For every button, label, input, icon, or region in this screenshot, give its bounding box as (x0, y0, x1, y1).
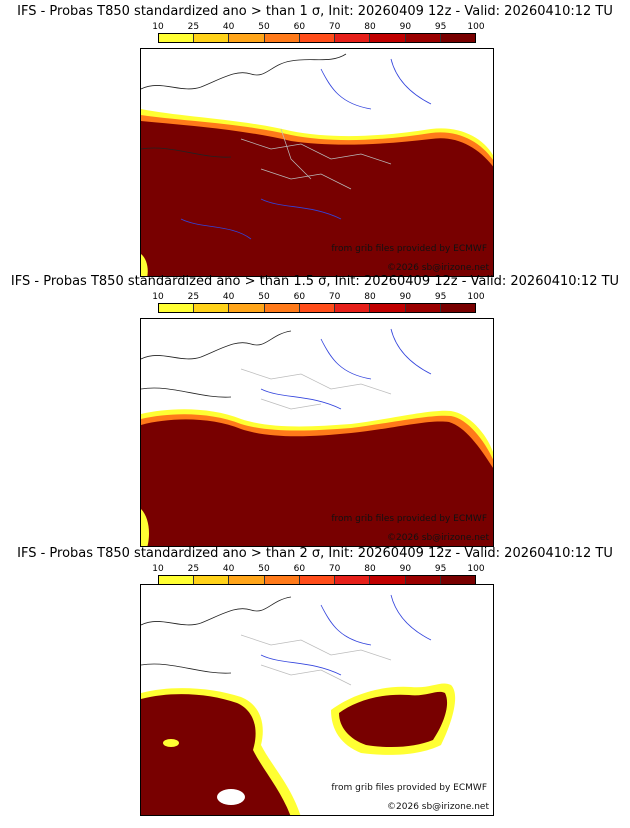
colorbar-segment (335, 304, 371, 312)
coastline (141, 330, 292, 398)
colorbar-tick-label: 100 (467, 292, 485, 302)
coastline (141, 596, 292, 674)
colorbar-tick-label: 25 (187, 564, 200, 574)
prob-shading-high (141, 419, 493, 546)
river (260, 328, 432, 410)
colorbar-tick-label: 90 (399, 564, 412, 574)
colorbar-tick-label: 90 (399, 292, 412, 302)
colorbar-tick-label: 90 (399, 22, 412, 32)
admin-borders (240, 634, 392, 686)
map-svg (141, 319, 493, 546)
colorbar-segment (194, 304, 230, 312)
colorbar-tick-label: 95 (434, 292, 447, 302)
colorbar-tick-label: 40 (222, 292, 235, 302)
colorbar-segment (405, 576, 441, 584)
copyright-credit: ©2026 sb@irizone.net (387, 533, 489, 543)
colorbar-tick-label: 60 (293, 22, 306, 32)
colorbar-segment (264, 576, 300, 584)
colorbar-segment (299, 576, 336, 584)
colorbar-tick-label: 100 (467, 22, 485, 32)
colorbar-segment (159, 576, 195, 584)
colorbar-segment (194, 34, 230, 42)
colorbar-segment (159, 304, 195, 312)
colorbar-segment (405, 304, 441, 312)
colorbar-tick-label: 10 (152, 564, 164, 574)
colorbar-segment (370, 304, 406, 312)
colorbar-segment (264, 304, 300, 312)
colorbar-tick-label: 100 (467, 564, 485, 574)
data-source-credit: from grib files provided by ECMWF (331, 244, 487, 254)
colorbar (158, 33, 476, 43)
colorbar-segment (335, 34, 371, 42)
colorbar-tick-label: 50 (258, 564, 270, 574)
colorbar-segment (264, 34, 300, 42)
data-source-credit: from grib files provided by ECMWF (331, 783, 487, 793)
forecast-panel-3: IFS - Probas T850 standardized ano > tha… (0, 546, 630, 828)
colorbar-segment (229, 34, 265, 42)
probability-map: from grib files provided by ECMWF ©2026 … (140, 584, 494, 816)
colorbar-tick-labels: 10 25 40 50 60 70 80 90 95 100 (152, 22, 484, 32)
copyright-credit: ©2026 sb@irizone.net (387, 263, 489, 273)
river (180, 58, 432, 240)
colorbar-tick-label: 80 (364, 22, 376, 32)
colorbar-tick-labels: 10 25 40 50 60 70 80 90 95 100 (152, 292, 484, 302)
forecast-panel-2: IFS - Probas T850 standardized ano > tha… (0, 274, 630, 547)
colorbar-segment (299, 304, 336, 312)
colorbar-tick-label: 70 (328, 22, 341, 32)
colorbar-tick-label: 70 (328, 292, 341, 302)
colorbar-segment (335, 576, 371, 584)
colorbar-segment (229, 576, 265, 584)
colorbar-tick-label: 40 (222, 564, 235, 574)
probability-map: from grib files provided by ECMWF ©2026 … (140, 48, 494, 277)
river (260, 594, 432, 676)
copyright-credit: ©2026 sb@irizone.net (387, 802, 489, 812)
forecast-panel-1: IFS - Probas T850 standardized ano > tha… (0, 4, 630, 277)
colorbar-segment (370, 34, 406, 42)
colorbar-segment (229, 304, 265, 312)
admin-borders (240, 368, 392, 410)
prob-shading-high (141, 121, 493, 276)
map-svg (141, 585, 493, 815)
colorbar-tick-label: 70 (328, 564, 341, 574)
colorbar-tick-label: 95 (434, 22, 447, 32)
probability-map: from grib files provided by ECMWF ©2026 … (140, 318, 494, 547)
panel-title: IFS - Probas T850 standardized ano > tha… (10, 274, 620, 289)
colorbar-segment (370, 576, 406, 584)
colorbar-tick-label: 60 (293, 564, 306, 574)
colorbar-tick-label: 50 (258, 22, 270, 32)
panel-title: IFS - Probas T850 standardized ano > tha… (17, 546, 613, 561)
colorbar-tick-label: 50 (258, 292, 270, 302)
colorbar-segment (194, 576, 230, 584)
colorbar-segment (440, 34, 475, 42)
coastline (141, 60, 292, 158)
colorbar (158, 303, 476, 313)
colorbar-segment (440, 304, 475, 312)
colorbar-segment (440, 576, 475, 584)
colorbar-tick-label: 80 (364, 292, 376, 302)
colorbar-segment (159, 34, 195, 42)
colorbar-segment (405, 34, 441, 42)
admin-borders (240, 128, 392, 190)
colorbar-tick-label: 25 (187, 22, 200, 32)
prob-shading-high (141, 694, 291, 815)
map-svg (141, 49, 493, 276)
colorbar-tick-labels: 10 25 40 50 60 70 80 90 95 100 (152, 564, 484, 574)
colorbar-tick-label: 25 (187, 292, 200, 302)
colorbar-tick-label: 10 (152, 292, 164, 302)
colorbar-tick-label: 10 (152, 22, 164, 32)
colorbar-tick-label: 40 (222, 22, 235, 32)
colorbar-tick-label: 95 (434, 564, 447, 574)
colorbar-tick-label: 60 (293, 292, 306, 302)
colorbar-segment (299, 34, 336, 42)
data-source-credit: from grib files provided by ECMWF (331, 514, 487, 524)
panel-title: IFS - Probas T850 standardized ano > tha… (17, 4, 613, 19)
colorbar-tick-label: 80 (364, 564, 376, 574)
